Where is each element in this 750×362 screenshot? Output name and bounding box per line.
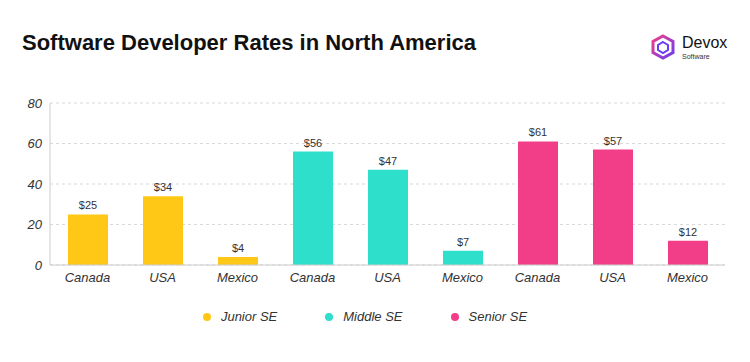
svg-text:$56: $56: [304, 137, 322, 149]
svg-text:Mexico: Mexico: [442, 270, 483, 285]
svg-text:Mexico: Mexico: [667, 270, 708, 285]
html-text:Senior SE: Senior SE: [468, 309, 528, 324]
svg-text:$61: $61: [529, 126, 547, 138]
svg-text:Canada: Canada: [290, 270, 336, 285]
svg-text:USA: USA: [149, 270, 176, 285]
svg-text:$57: $57: [604, 135, 622, 147]
svg-text:40: 40: [28, 177, 43, 192]
html-text:Software: Software: [682, 52, 710, 60]
svg-text:$25: $25: [79, 199, 97, 211]
svg-text:USA: USA: [599, 270, 626, 285]
svg-text:USA: USA: [374, 270, 401, 285]
html-text:Middle SE: Middle SE: [343, 309, 403, 324]
svg-text:0: 0: [35, 258, 43, 273]
svg-text:$7: $7: [457, 236, 469, 248]
svg-text:$4: $4: [232, 242, 244, 254]
svg-text:Mexico: Mexico: [217, 270, 258, 285]
svg-text:Canada: Canada: [65, 270, 111, 285]
svg-text:$47: $47: [379, 155, 397, 167]
html-text:Junior SE: Junior SE: [220, 309, 278, 324]
html-text:Devox: Devox: [682, 33, 728, 51]
svg-text:60: 60: [28, 136, 43, 151]
html-text:Software Developer Rates in No: Software Developer Rates in North Americ…: [22, 30, 476, 55]
svg-text:80: 80: [28, 96, 43, 111]
svg-text:$34: $34: [154, 181, 172, 193]
svg-text:$12: $12: [679, 226, 697, 238]
svg-text:20: 20: [27, 217, 43, 232]
svg-text:Canada: Canada: [515, 270, 561, 285]
